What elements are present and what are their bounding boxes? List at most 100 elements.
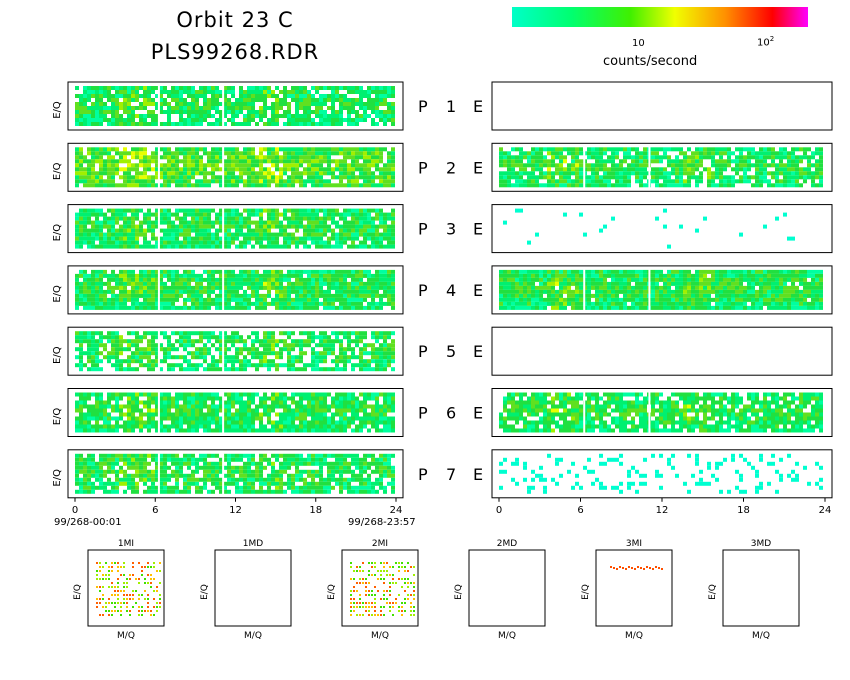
heatmap-cells: [499, 269, 823, 310]
mq-point: [117, 590, 119, 592]
mq-point: [135, 602, 137, 604]
mq-point: [368, 610, 370, 612]
mq-point: [123, 582, 125, 584]
mq-point: [102, 606, 104, 608]
heatmap-cells: [499, 392, 823, 433]
mq-point: [404, 578, 406, 580]
mq-point: [413, 610, 415, 612]
mq-point: [105, 562, 107, 564]
mq-point: [132, 594, 134, 596]
mq-point: [102, 586, 104, 588]
panel-frame: [491, 265, 833, 315]
mq-point: [398, 594, 400, 596]
mq-point: [129, 578, 131, 580]
mq-x-label: M/Q: [244, 631, 262, 641]
mq-point: [132, 590, 134, 592]
start-time-label: 99/268-00:01: [54, 517, 122, 528]
mq-point: [365, 602, 367, 604]
colorbar-label: counts/second: [603, 54, 698, 69]
mq-point: [356, 582, 358, 584]
y-axis-label: E/Q: [52, 101, 63, 119]
mq-point: [613, 567, 615, 569]
end-time-label: 99/268-23:57: [348, 517, 416, 528]
panel-frame: [67, 142, 404, 192]
data-gap: [157, 145, 160, 190]
mq-point: [353, 602, 355, 604]
mq-point: [362, 614, 364, 616]
mq-point: [401, 586, 403, 588]
data-gap: [648, 390, 651, 435]
mq-point: [371, 566, 373, 568]
mq-point: [120, 606, 122, 608]
y-axis-label: E/Q: [52, 162, 63, 180]
mq-point: [392, 566, 394, 568]
panel-frame: [67, 388, 404, 437]
mq-point: [380, 570, 382, 572]
mq-point: [410, 614, 412, 616]
mq-point: [129, 574, 131, 576]
mq-point: [410, 582, 412, 584]
mq-point: [395, 602, 397, 604]
mq-point: [126, 602, 128, 604]
sensor-number-label: 2: [446, 158, 456, 177]
electron-label: E: [473, 158, 483, 177]
mq-point: [410, 566, 412, 568]
mq-point: [96, 570, 98, 572]
mq-point: [111, 594, 113, 596]
mq-point: [114, 594, 116, 596]
mq-point: [141, 574, 143, 576]
mq-point: [153, 614, 155, 616]
y-axis-label: E/Q: [52, 346, 63, 364]
mq-point: [652, 568, 654, 570]
mq-point: [117, 578, 119, 580]
mq-point: [359, 570, 361, 572]
mq-point: [105, 602, 107, 604]
mq-point: [147, 598, 149, 600]
mq-point: [374, 598, 376, 600]
mq-point: [413, 582, 415, 584]
mq-point: [141, 614, 143, 616]
panel-frame: [491, 326, 833, 376]
mq-point: [359, 598, 361, 600]
panel-frame: [67, 81, 404, 131]
mq-point: [156, 590, 158, 592]
mq-point: [153, 566, 155, 568]
mq-point: [99, 562, 101, 564]
mq-point: [404, 602, 406, 604]
mq-point: [159, 582, 161, 584]
data-gap: [157, 329, 160, 374]
mq-x-label: M/Q: [117, 631, 135, 641]
mq-point: [365, 594, 367, 596]
y-axis-label: E/Q: [52, 469, 63, 487]
x-tick-label: 24: [390, 505, 403, 516]
mq-point: [383, 590, 385, 592]
data-gap: [157, 84, 160, 128]
sensor-group-label: P: [418, 465, 428, 484]
mq-point: [368, 606, 370, 608]
mq-y-label: E/Q: [581, 584, 591, 600]
mq-point: [132, 574, 134, 576]
mq-point: [120, 614, 122, 616]
mq-point: [383, 578, 385, 580]
sensor-number-label: 6: [446, 404, 456, 423]
mq-point: [374, 566, 376, 568]
mq-point: [126, 578, 128, 580]
mq-point: [392, 602, 394, 604]
mq-point: [108, 578, 110, 580]
mq-point: [371, 590, 373, 592]
mq-point: [383, 566, 385, 568]
mq-point: [111, 566, 113, 568]
mq-point: [380, 574, 382, 576]
mq-point: [401, 578, 403, 580]
mq-point: [398, 566, 400, 568]
mq-point: [401, 602, 403, 604]
mq-point: [108, 586, 110, 588]
mq-point: [126, 594, 128, 596]
mq-point: [150, 610, 152, 612]
mq-point: [371, 574, 373, 576]
data-gap: [222, 206, 225, 251]
mq-point: [631, 567, 633, 569]
mq-point: [153, 562, 155, 564]
mq-point: [114, 610, 116, 612]
mq-point: [132, 562, 134, 564]
